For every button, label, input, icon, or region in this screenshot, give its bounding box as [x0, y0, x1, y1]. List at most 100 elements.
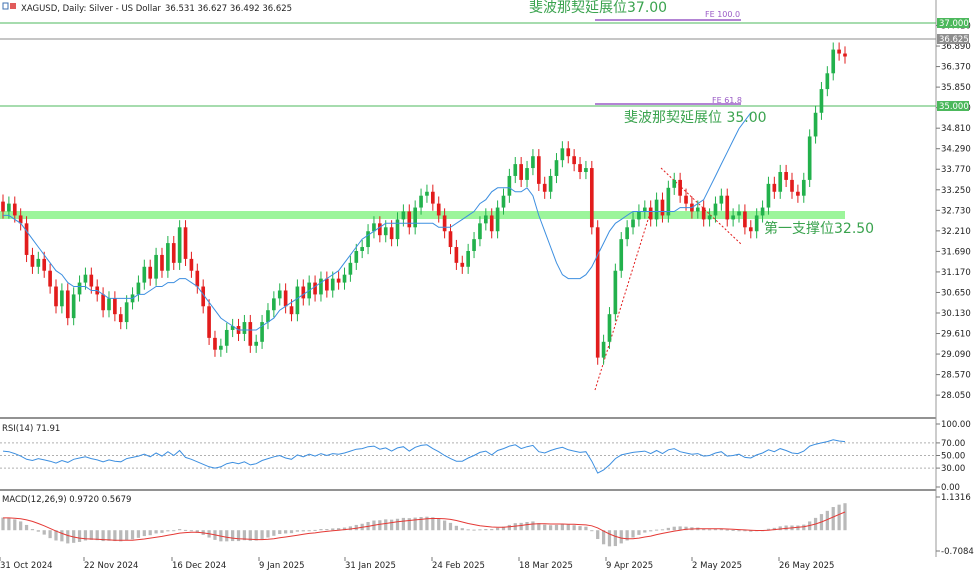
- candle-body: [272, 298, 276, 311]
- candle-body: [224, 329, 229, 346]
- macd-histogram-bar: [389, 519, 394, 531]
- candle-body: [254, 341, 259, 346]
- macd-histogram-bar: [30, 529, 35, 531]
- macd-histogram-bar: [172, 530, 176, 532]
- candle-body: [372, 223, 376, 232]
- macd-histogram-bar: [684, 526, 688, 531]
- candle-body: [625, 227, 629, 240]
- macd-histogram-bar: [407, 518, 411, 531]
- time-axis-tick: 18 Mar 2025: [519, 561, 573, 571]
- macd-histogram-bar: [148, 530, 152, 536]
- candle-body: [489, 215, 494, 232]
- candle-body: [542, 183, 547, 192]
- macd-histogram-bar: [89, 530, 93, 540]
- chart-type-icon[interactable]: [10, 3, 16, 9]
- candle-body: [472, 239, 476, 251]
- candle-body: [454, 247, 459, 263]
- candle-body: [483, 215, 488, 224]
- candle-body: [407, 211, 412, 228]
- fe-100-label: FE 100.0: [705, 10, 740, 19]
- macd-histogram-bar: [319, 529, 323, 531]
- candle-body: [213, 337, 217, 350]
- time-axis-tick: 24 Feb 2025: [432, 561, 485, 571]
- candle-body: [725, 195, 730, 220]
- macd-histogram-bar: [560, 524, 564, 531]
- candle-body: [378, 223, 382, 236]
- macd-histogram-bar: [142, 530, 146, 537]
- macd-histogram-bar: [260, 530, 264, 540]
- candle-body: [101, 294, 105, 311]
- candle-body: [283, 290, 288, 307]
- rsi-axis-tick: 0.00: [941, 483, 960, 493]
- macd-histogram-bar: [749, 530, 753, 532]
- candle-body: [336, 278, 341, 283]
- macd-histogram-bar: [460, 528, 464, 531]
- macd-histogram-bar: [707, 529, 712, 531]
- price-tag-current-bg: [937, 34, 969, 44]
- candle-body: [548, 175, 553, 192]
- macd-histogram-bar: [731, 529, 735, 531]
- candle-body: [230, 326, 235, 330]
- candle-body: [531, 156, 535, 169]
- macd-histogram-bar: [702, 528, 706, 531]
- candle-body: [772, 183, 777, 192]
- macd-histogram-bar: [660, 529, 665, 531]
- macd-histogram-bar: [654, 529, 659, 531]
- macd-histogram-bar: [130, 530, 135, 540]
- candle-body: [342, 274, 347, 283]
- macd-histogram-bar: [7, 517, 11, 531]
- price-axis-tick: 29.090: [941, 350, 971, 360]
- macd-histogram-bar: [442, 520, 447, 531]
- time-axis-tick: 22 Nov 2024: [84, 561, 138, 571]
- price-axis-tick: 29.610: [941, 330, 971, 340]
- price-axis-tick: 33.770: [941, 165, 971, 175]
- macd-histogram-bar: [166, 530, 170, 532]
- macd-histogram-bar: [448, 522, 453, 531]
- candle-body: [507, 175, 512, 196]
- macd-histogram-bar: [637, 530, 641, 535]
- candle-body: [348, 262, 353, 275]
- candle-body: [24, 223, 29, 255]
- price-axis-tick: 30.130: [941, 309, 971, 319]
- candle-body: [1, 201, 5, 212]
- candle-body: [65, 290, 70, 319]
- candle-body: [495, 207, 500, 232]
- macd-histogram-bar: [42, 530, 46, 535]
- candle-body: [701, 207, 706, 220]
- candle-body: [607, 314, 612, 342]
- macd-histogram-bar: [384, 519, 388, 531]
- candle-body: [536, 156, 541, 184]
- rsi-axis-tick: 50.00: [941, 452, 965, 462]
- candle-body: [478, 223, 482, 240]
- candle-body: [77, 282, 82, 295]
- macd-signal-line: [3, 511, 846, 541]
- candle-body: [831, 49, 836, 74]
- candle-body: [578, 164, 582, 173]
- macd-histogram-bar: [113, 530, 117, 542]
- macd-histogram-bar: [743, 530, 747, 532]
- candle-body: [195, 270, 200, 287]
- support-zone: [0, 211, 845, 219]
- chart-menu-icon[interactable]: [2, 2, 9, 10]
- macd-histogram-bar: [236, 530, 241, 542]
- macd-histogram-bar: [284, 530, 288, 534]
- macd-histogram-bar: [666, 527, 670, 531]
- candle-body: [642, 207, 647, 212]
- candle-body: [460, 262, 465, 267]
- candle-body: [107, 298, 111, 311]
- macd-axis-tick: 1.1316: [941, 493, 971, 503]
- candle-body: [678, 179, 682, 196]
- macd-histogram-bar: [554, 524, 559, 531]
- macd-histogram-bar: [331, 528, 335, 531]
- candle-body: [442, 215, 447, 232]
- candle-body: [648, 207, 653, 220]
- candle-body: [719, 195, 724, 204]
- macd-histogram-bar: [802, 524, 806, 531]
- price-axis-tick: 30.650: [941, 288, 971, 298]
- price-axis-tick: 34.290: [941, 145, 971, 155]
- macd-histogram-bar: [425, 516, 429, 531]
- macd-histogram-bar: [231, 530, 235, 542]
- macd-histogram-bar: [590, 530, 594, 532]
- candle-body: [136, 282, 141, 295]
- macd-histogram-bar: [719, 528, 723, 531]
